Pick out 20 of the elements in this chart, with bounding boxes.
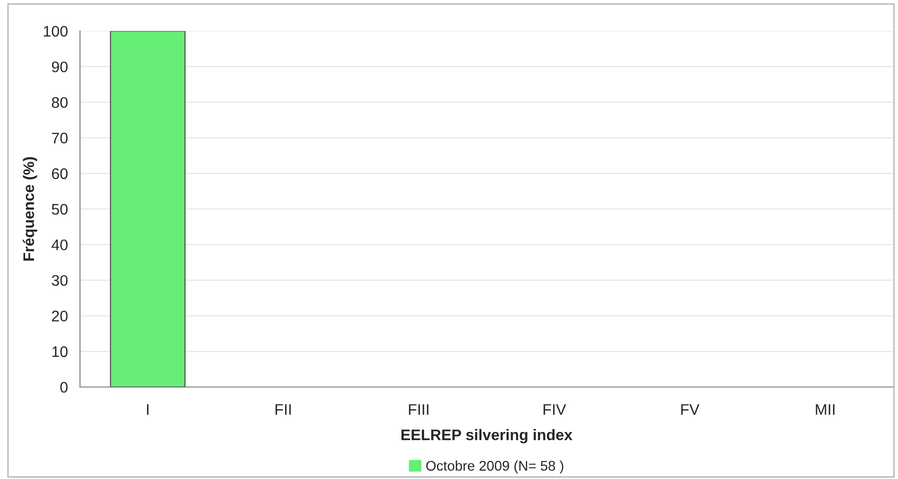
y-tick-label: 90 bbox=[52, 61, 68, 72]
y-tick-label: 10 bbox=[52, 346, 68, 358]
x-tick-label: FV bbox=[681, 404, 700, 415]
y-tick-label: 0 bbox=[60, 382, 68, 393]
y-tick-label: 30 bbox=[52, 275, 68, 286]
y-tick-label: 50 bbox=[52, 204, 68, 215]
x-tick-label: FII bbox=[276, 404, 291, 415]
y-tick-label: 80 bbox=[52, 97, 68, 108]
legend-label: Octobre 2009 (N= 58 ) bbox=[426, 460, 564, 474]
x-tick-label: I bbox=[147, 404, 148, 415]
y-tick-label: 100 bbox=[44, 26, 68, 37]
x-tick-label: FIII bbox=[408, 404, 428, 415]
x-tick-label: MII bbox=[816, 404, 834, 415]
y-tick-label: 60 bbox=[52, 168, 68, 180]
y-axis-title: Fréquence (%) bbox=[22, 157, 38, 261]
y-tick-label: 20 bbox=[52, 310, 68, 322]
y-tick-label: 70 bbox=[52, 132, 68, 144]
x-tick-label: FIV bbox=[544, 404, 566, 415]
x-axis-title: EELREP silvering index bbox=[401, 429, 572, 444]
y-tick-label: 40 bbox=[52, 239, 68, 250]
